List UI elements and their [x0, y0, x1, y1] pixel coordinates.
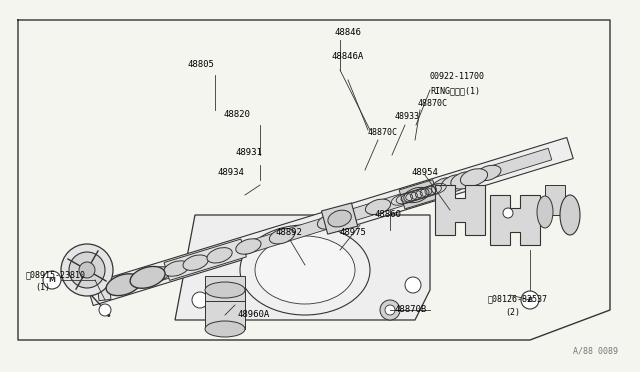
Ellipse shape	[476, 165, 501, 181]
Polygon shape	[164, 239, 246, 280]
Polygon shape	[118, 148, 552, 293]
Text: 48846A: 48846A	[332, 52, 364, 61]
Text: 48931: 48931	[236, 148, 263, 157]
Circle shape	[61, 244, 113, 296]
Polygon shape	[205, 301, 245, 329]
Ellipse shape	[431, 177, 459, 195]
Ellipse shape	[106, 274, 141, 296]
Polygon shape	[88, 256, 109, 289]
Text: Ⓥ08915-23810: Ⓥ08915-23810	[26, 270, 86, 279]
Polygon shape	[96, 274, 111, 301]
Text: 48954: 48954	[412, 168, 439, 177]
Text: 48870B: 48870B	[395, 305, 428, 314]
Text: 48892: 48892	[276, 228, 303, 237]
Text: 48820: 48820	[223, 110, 250, 119]
Ellipse shape	[130, 266, 165, 288]
Text: A/88 0089: A/88 0089	[573, 347, 618, 356]
Ellipse shape	[207, 248, 232, 263]
Text: (1): (1)	[35, 283, 50, 292]
Ellipse shape	[460, 169, 488, 186]
Ellipse shape	[380, 300, 400, 320]
Text: 48805: 48805	[187, 60, 214, 69]
Polygon shape	[399, 180, 438, 209]
Polygon shape	[321, 203, 358, 234]
Polygon shape	[545, 185, 565, 215]
Ellipse shape	[240, 225, 370, 315]
Ellipse shape	[164, 261, 189, 276]
Text: 48934: 48934	[218, 168, 245, 177]
Ellipse shape	[328, 210, 351, 227]
Polygon shape	[175, 215, 430, 320]
Polygon shape	[87, 138, 573, 305]
Ellipse shape	[365, 199, 390, 215]
Text: 48960A: 48960A	[238, 310, 270, 319]
Ellipse shape	[205, 321, 245, 337]
Text: 00922-11700: 00922-11700	[430, 72, 485, 81]
Text: 48860: 48860	[375, 210, 402, 219]
Ellipse shape	[537, 196, 553, 228]
Ellipse shape	[451, 171, 478, 189]
Ellipse shape	[560, 195, 580, 235]
Polygon shape	[435, 185, 485, 235]
Polygon shape	[205, 290, 245, 329]
Text: ⒲08126-82537: ⒲08126-82537	[488, 294, 548, 303]
Ellipse shape	[236, 239, 261, 254]
Ellipse shape	[441, 174, 468, 192]
Circle shape	[503, 208, 513, 218]
Ellipse shape	[317, 214, 342, 229]
Ellipse shape	[43, 271, 61, 289]
Text: B: B	[527, 297, 532, 303]
Text: RINGリング(1): RINGリング(1)	[430, 86, 480, 95]
Circle shape	[69, 252, 105, 288]
Text: 48933: 48933	[395, 112, 420, 121]
Ellipse shape	[405, 277, 421, 293]
Ellipse shape	[205, 282, 245, 298]
Ellipse shape	[442, 176, 467, 191]
Text: ●: ●	[107, 314, 111, 318]
Text: 48975: 48975	[340, 228, 367, 237]
Ellipse shape	[192, 292, 208, 308]
Ellipse shape	[183, 255, 208, 270]
Ellipse shape	[269, 228, 294, 244]
Text: 48870C: 48870C	[418, 99, 448, 108]
Ellipse shape	[404, 187, 429, 203]
Polygon shape	[205, 276, 245, 304]
Ellipse shape	[99, 304, 111, 316]
Ellipse shape	[145, 267, 170, 282]
Ellipse shape	[521, 291, 539, 309]
Ellipse shape	[385, 305, 395, 315]
Text: (2): (2)	[505, 308, 520, 317]
Text: M: M	[49, 277, 56, 283]
Ellipse shape	[125, 273, 150, 288]
Polygon shape	[490, 195, 540, 245]
Text: 48846: 48846	[335, 28, 362, 37]
Circle shape	[79, 262, 95, 278]
Ellipse shape	[255, 236, 355, 304]
Text: 48870C: 48870C	[368, 128, 398, 137]
